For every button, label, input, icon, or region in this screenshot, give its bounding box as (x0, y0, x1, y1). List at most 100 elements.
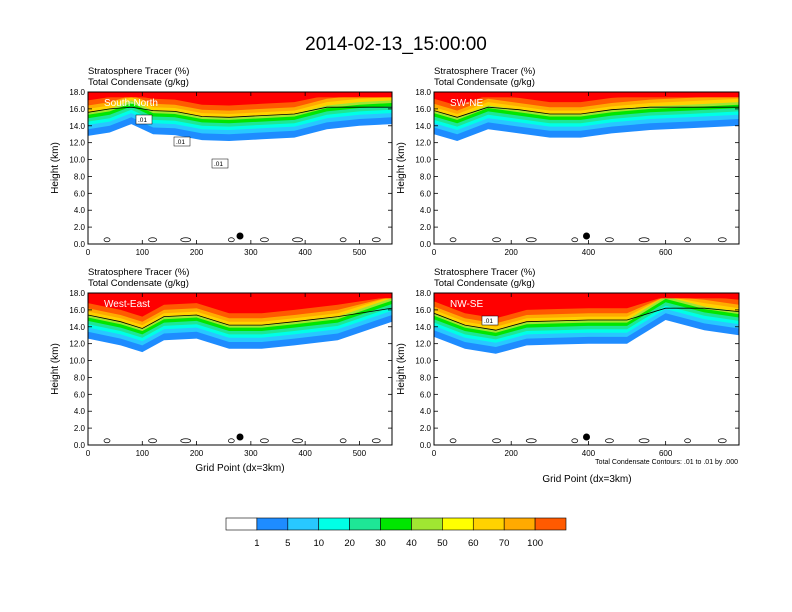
condensate-contour-blob (638, 438, 650, 444)
y-tick-label: 14.0 (415, 323, 431, 332)
colorbar-label: 70 (499, 538, 510, 549)
condensate-contour-blob (525, 438, 537, 444)
y-tick-label: 2.0 (74, 223, 86, 232)
contour-label-box (173, 136, 191, 147)
condensate-contour-blob (180, 237, 192, 243)
condensate-contour-blob (371, 237, 381, 243)
y-tick-label: 6.0 (420, 390, 432, 399)
plot-frame (87, 91, 393, 245)
panel-header-line: Total Condensate (g/kg) (434, 278, 535, 289)
condensate-contour-blob (605, 438, 614, 444)
contour-label-box (135, 114, 153, 125)
plot-area (434, 293, 739, 445)
y-tick-label: 18.0 (69, 289, 85, 298)
colorbar-label: 5 (285, 538, 290, 549)
tracer-top-strip (88, 92, 392, 98)
condensate-contour-blob (571, 438, 579, 444)
colorbar-label: 40 (406, 538, 417, 549)
panel-header-line: Total Condensate (g/kg) (88, 278, 189, 289)
colorbar-label: 100 (527, 538, 543, 549)
x-tick-label: 300 (244, 248, 258, 257)
y-axis-title: Height (km) (396, 142, 407, 194)
plot-frame (87, 292, 393, 446)
condensate-contour-blob (292, 237, 303, 243)
contour-note: Total Condensate Contours: .01 to .01 by… (595, 459, 738, 466)
plot-frame (433, 91, 740, 245)
x-tick-label: 400 (298, 248, 312, 257)
y-tick-label: 2.0 (74, 424, 86, 433)
y-tick-label: 10.0 (415, 357, 431, 366)
y-tick-label: 0.0 (74, 240, 86, 249)
x-tick-label: 0 (432, 449, 437, 458)
condensate-contour-blob (180, 438, 192, 444)
tracer-top-strip (434, 92, 739, 98)
colorbar-swatch (380, 517, 412, 531)
condensate-contour-blob (449, 237, 457, 243)
panel-label: SW-NE (450, 98, 483, 109)
panel-4: Stratosphere Tracer (%)Total Condensate … (396, 267, 740, 458)
y-tick-label: 6.0 (74, 390, 86, 399)
figure-title: 2014-02-13_15:00:00 (305, 34, 487, 55)
contour-label: .01 (214, 161, 223, 168)
x-tick-label: 0 (86, 248, 91, 257)
y-tick-label: 8.0 (420, 172, 432, 181)
x-tick-label: 200 (190, 449, 204, 458)
panel-header-line: Stratosphere Tracer (%) (88, 267, 189, 278)
condensate-contour-blob (227, 237, 235, 243)
y-tick-label: 8.0 (74, 373, 86, 382)
y-tick-label: 14.0 (69, 323, 85, 332)
condensate-contour-blob (525, 237, 537, 243)
y-tick-label: 4.0 (74, 206, 86, 215)
x-tick-label: 600 (659, 248, 673, 257)
x-tick-label: 500 (353, 449, 367, 458)
y-tick-label: 14.0 (69, 122, 85, 131)
y-tick-label: 16.0 (415, 306, 431, 315)
colorbar-label: 60 (468, 538, 479, 549)
y-tick-label: 8.0 (420, 373, 432, 382)
y-axis-title: Height (km) (396, 343, 407, 395)
y-tick-label: 16.0 (69, 105, 85, 114)
y-tick-label: 10.0 (69, 357, 85, 366)
location-marker (583, 232, 590, 240)
colorbar-swatch (349, 517, 381, 531)
condensate-contour-blob (103, 237, 111, 243)
panel-header-line: Total Condensate (g/kg) (434, 77, 535, 88)
y-axis-title: Height (km) (50, 142, 61, 194)
colorbar-swatch (534, 517, 567, 531)
condensate-contour-blob (492, 438, 501, 444)
y-tick-label: 18.0 (69, 88, 85, 97)
contour-label: .01 (176, 139, 185, 146)
colorbar-swatch (442, 517, 474, 531)
x-axis-title-right: Grid Point (dx=3km) (542, 474, 631, 485)
panel-header-line: Total Condensate (g/kg) (88, 77, 189, 88)
contour-label-box (211, 158, 229, 169)
y-tick-label: 6.0 (420, 189, 432, 198)
condensate-contour-blob (717, 438, 727, 444)
condensate-contour-blob (103, 438, 111, 444)
y-tick-label: 4.0 (420, 407, 432, 416)
x-tick-label: 0 (432, 248, 437, 257)
condensate-contour-blob (260, 237, 269, 243)
panels-group: Stratosphere Tracer (%)Total Condensate … (50, 66, 740, 458)
condensate-contour-blob (339, 438, 347, 444)
panel-3: Stratosphere Tracer (%)Total Condensate … (50, 267, 393, 458)
colorbar-swatch (411, 517, 443, 531)
condensate-contour-blob (605, 237, 614, 243)
plot-area (88, 92, 392, 244)
y-axis-title: Height (km) (50, 343, 61, 395)
colorbar-swatch (287, 517, 320, 531)
x-tick-label: 400 (582, 248, 596, 257)
panel-1: Stratosphere Tracer (%)Total Condensate … (50, 66, 393, 257)
y-tick-label: 10.0 (69, 156, 85, 165)
plot-frame (433, 292, 740, 446)
panel-header-line: Stratosphere Tracer (%) (88, 66, 189, 77)
x-tick-label: 500 (353, 248, 367, 257)
location-marker (236, 232, 244, 240)
y-tick-label: 12.0 (415, 340, 431, 349)
y-tick-label: 16.0 (69, 306, 85, 315)
y-tick-label: 18.0 (415, 289, 431, 298)
x-tick-label: 200 (505, 449, 519, 458)
condensate-contour-blob (449, 438, 457, 444)
y-tick-label: 0.0 (420, 441, 432, 450)
condensate-contour-blob (148, 438, 157, 444)
